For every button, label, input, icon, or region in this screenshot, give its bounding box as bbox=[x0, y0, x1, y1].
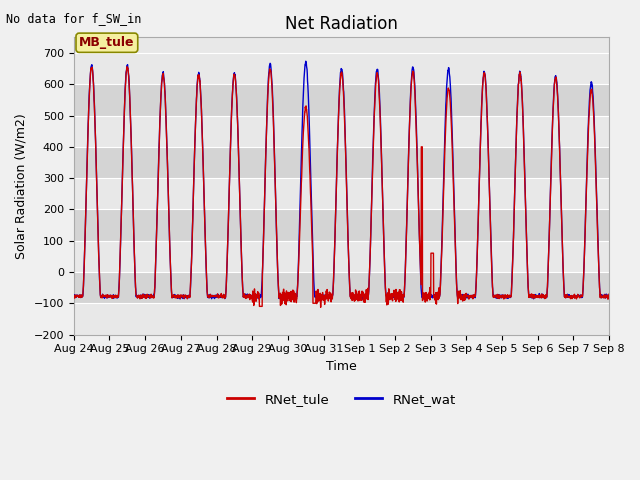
Bar bbox=[74, 178, 609, 209]
Y-axis label: Solar Radiation (W/m2): Solar Radiation (W/m2) bbox=[15, 113, 28, 259]
Bar bbox=[74, 147, 609, 178]
Bar bbox=[74, 272, 609, 303]
Bar bbox=[74, 303, 609, 335]
Bar bbox=[74, 209, 609, 240]
Bar bbox=[74, 240, 609, 272]
Legend: RNet_tule, RNet_wat: RNet_tule, RNet_wat bbox=[222, 387, 461, 411]
Text: MB_tule: MB_tule bbox=[79, 36, 134, 49]
Bar bbox=[74, 84, 609, 116]
Title: Net Radiation: Net Radiation bbox=[285, 15, 398, 33]
Bar bbox=[74, 116, 609, 147]
Bar bbox=[74, 53, 609, 84]
Text: No data for f_SW_in: No data for f_SW_in bbox=[6, 12, 142, 25]
X-axis label: Time: Time bbox=[326, 360, 357, 373]
